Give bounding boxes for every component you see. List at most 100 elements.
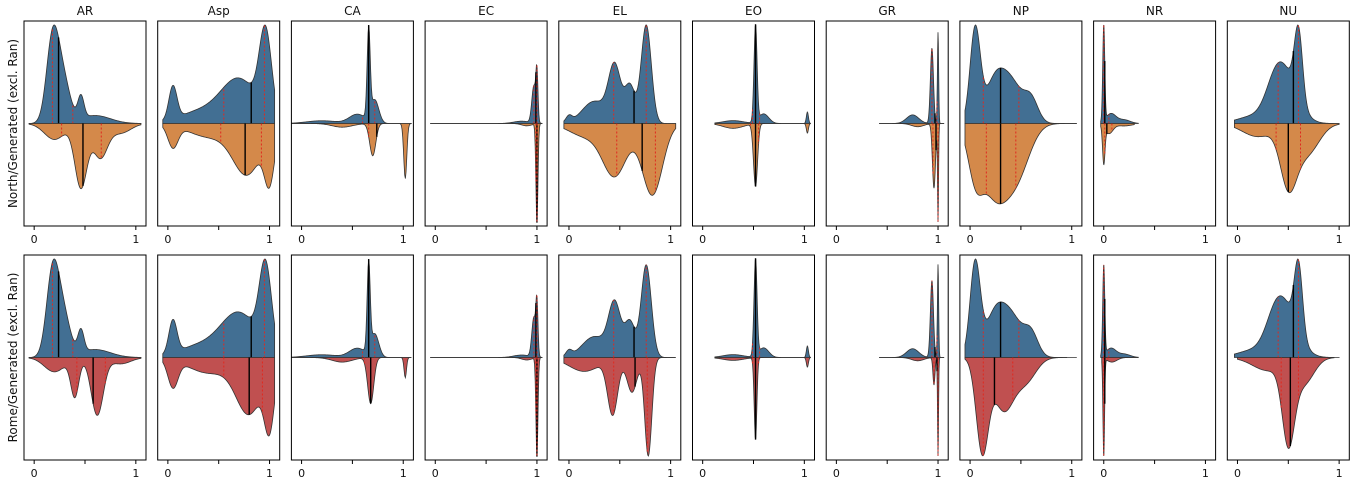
violin-rome-half (1237, 357, 1335, 449)
panel-title-ec: EC (478, 4, 494, 18)
violin-rome-half (162, 357, 276, 437)
violin-generated-half (28, 24, 142, 124)
x-tick-label: 0 (967, 233, 974, 246)
violin-rome-half (964, 357, 1068, 457)
x-tick-label: 0 (565, 233, 572, 246)
x-tick-label: 1 (667, 233, 674, 246)
violin-generated-half (563, 24, 676, 124)
x-tick-label: 1 (400, 233, 407, 246)
row-label-1: North/Generated (excl. Ran) (6, 39, 20, 208)
violin-generated-half (1100, 24, 1139, 124)
x-tick-label: 0 (565, 467, 572, 479)
x-tick-label: 1 (400, 467, 407, 479)
panel-title-asp: Asp (208, 4, 230, 18)
violin-rome-half (1101, 357, 1139, 457)
x-tick-label: 1 (935, 233, 942, 246)
x-tick-label: 1 (1336, 233, 1343, 246)
x-tick-label: 0 (164, 233, 171, 246)
violin-generated-half (430, 63, 543, 124)
violin-north-half (1100, 123, 1135, 166)
violin-generated-half (879, 32, 945, 124)
violin-generated-half (430, 294, 543, 358)
violin-north-half (291, 123, 412, 179)
x-tick-label: 0 (1100, 233, 1107, 246)
x-tick-label: 0 (164, 467, 171, 479)
violin-north-half (879, 123, 945, 223)
x-tick-label: 1 (132, 467, 139, 479)
violin-north-half (28, 123, 142, 190)
violin-generated-half (1234, 24, 1340, 124)
violin-generated-half (162, 24, 276, 124)
panel-title-nr: NR (1146, 4, 1163, 18)
violin-rome-half (714, 357, 811, 439)
x-tick-label: 0 (1234, 467, 1241, 479)
x-tick-label: 0 (1100, 467, 1107, 479)
violin-rome-half (430, 357, 543, 457)
x-tick-label: 1 (667, 467, 674, 479)
x-tick-label: 0 (833, 233, 840, 246)
violin-generated-half (28, 258, 142, 358)
panel-title-ar: AR (77, 4, 94, 18)
x-tick-label: 0 (1234, 233, 1241, 246)
violin-generated-half (291, 24, 412, 124)
x-tick-label: 1 (266, 233, 273, 246)
violin-generated-half (1234, 258, 1340, 358)
x-tick-label: 1 (533, 467, 540, 479)
violin-generated-half (1100, 264, 1139, 358)
x-tick-label: 1 (935, 467, 942, 479)
violin-generated-half (162, 258, 276, 358)
violin-generated-half (964, 24, 1077, 124)
violin-north-half (162, 123, 276, 189)
violin-north-half (430, 123, 543, 223)
x-tick-label: 0 (833, 467, 840, 479)
x-tick-label: 0 (31, 233, 38, 246)
violin-rome-half (28, 357, 142, 416)
violin-north-half (964, 123, 1077, 205)
violin-generated-half (291, 258, 412, 358)
panel-title-nu: NU (1279, 4, 1297, 18)
x-tick-label: 1 (801, 467, 808, 479)
violin-rome-half (879, 357, 945, 457)
x-tick-label: 1 (132, 233, 139, 246)
panel-title-eo: EO (745, 4, 762, 18)
violin-rome-half (563, 357, 676, 457)
x-tick-label: 1 (801, 233, 808, 246)
x-tick-label: 0 (432, 467, 439, 479)
violin-generated-half (879, 264, 945, 358)
x-tick-label: 0 (31, 467, 38, 479)
x-tick-label: 0 (432, 233, 439, 246)
x-tick-label: 1 (1068, 233, 1075, 246)
panel-title-ca: CA (344, 4, 361, 18)
violin-generated-half (714, 24, 811, 124)
x-tick-label: 0 (699, 233, 706, 246)
x-tick-label: 0 (298, 467, 305, 479)
violin-generated-half (964, 258, 1077, 358)
x-tick-label: 1 (1068, 467, 1075, 479)
x-tick-label: 1 (1336, 467, 1343, 479)
violin-generated-half (563, 264, 676, 358)
x-tick-label: 1 (533, 233, 540, 246)
panel-title-gr: GR (878, 4, 896, 18)
violin-north-half (563, 123, 677, 196)
violin-rome-half (291, 357, 412, 405)
